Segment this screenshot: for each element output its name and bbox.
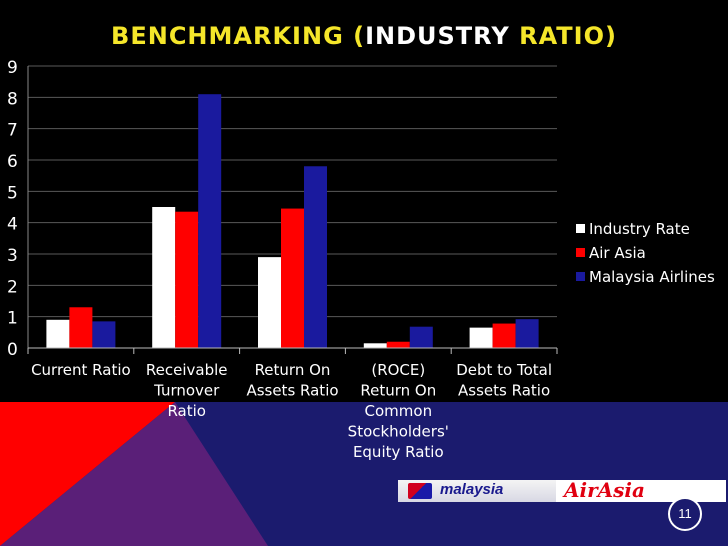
airline-logos: malaysia AirAsia xyxy=(398,480,726,502)
legend-swatch xyxy=(576,224,585,233)
legend-entry: Malaysia Airlines xyxy=(589,268,715,286)
legend: Industry Rate Air Asia Malaysia Airlines xyxy=(576,220,715,286)
malaysia-airlines-logo: malaysia xyxy=(398,480,556,502)
x-tick-label: Ratio xyxy=(167,402,206,420)
y-tick-label: 2 xyxy=(7,277,18,297)
legend-swatch xyxy=(576,272,585,281)
bar-industry-rate xyxy=(469,327,493,348)
bars xyxy=(46,94,539,348)
x-tick-label: Current Ratio xyxy=(31,361,131,379)
x-tick-label: (ROCE) xyxy=(371,361,425,379)
bar-malaysia-airlines xyxy=(409,326,433,348)
x-tick-label: Return On xyxy=(255,361,331,379)
x-tick-label: Common xyxy=(365,402,433,420)
x-tick-label: Assets Ratio xyxy=(246,382,338,400)
x-tick-label: Receivable xyxy=(146,361,228,379)
y-tick-label: 9 xyxy=(7,58,18,78)
airasia-logo: AirAsia xyxy=(558,480,726,502)
title-part-2: INDUSTRY xyxy=(365,22,510,50)
bar-air-asia xyxy=(69,307,93,348)
title-part-1: BENCHMARKING ( xyxy=(111,22,366,50)
slide-title: BENCHMARKING (INDUSTRY RATIO) xyxy=(0,22,728,50)
y-tick-label: 7 xyxy=(7,121,18,141)
bar-malaysia-airlines xyxy=(304,166,327,348)
x-tick-label: Debt to Total xyxy=(456,361,552,379)
bar-malaysia-airlines xyxy=(198,94,222,348)
bar-air-asia xyxy=(492,323,516,348)
x-tick-label: Equity Ratio xyxy=(353,443,444,461)
y-tick-labels: 0 1 2 3 4 5 6 7 8 9 xyxy=(7,58,18,360)
x-tick-label: Turnover xyxy=(153,382,220,400)
y-tick-label: 8 xyxy=(7,89,18,109)
axes xyxy=(27,66,558,354)
x-tick-label: Return On xyxy=(360,382,436,400)
x-tick-label: Assets Ratio xyxy=(458,382,550,400)
bar-industry-rate xyxy=(363,343,387,348)
bar-malaysia-airlines xyxy=(515,319,539,348)
y-tick-label: 4 xyxy=(7,215,18,235)
x-tick-labels: Current Ratio Receivable Turnover Ratio Retu… xyxy=(31,361,552,461)
purple-triangle xyxy=(0,402,268,546)
airasia-logo-text: AirAsia xyxy=(564,480,645,502)
legend-entry: Air Asia xyxy=(589,244,646,262)
bar-air-asia xyxy=(386,341,410,348)
y-tick-label: 0 xyxy=(7,340,18,360)
malaysia-logo-text: malaysia xyxy=(440,481,504,498)
y-tick-label: 6 xyxy=(7,152,18,172)
bar-industry-rate xyxy=(258,257,281,348)
bar-industry-rate xyxy=(46,319,70,348)
y-tick-label: 3 xyxy=(7,246,18,266)
y-tick-label: 1 xyxy=(7,309,18,329)
y-tick-label: 5 xyxy=(7,183,18,203)
x-tick-label: Stockholders' xyxy=(348,423,449,441)
bar-air-asia xyxy=(175,211,199,348)
title-part-3: RATIO) xyxy=(509,22,617,50)
bar-industry-rate xyxy=(152,207,176,348)
legend-swatch xyxy=(576,248,585,257)
bar-air-asia xyxy=(281,208,304,348)
page-number: 11 xyxy=(668,497,702,531)
moon-kite-icon xyxy=(408,483,432,499)
bar-malaysia-airlines xyxy=(92,321,116,348)
legend-entry: Industry Rate xyxy=(589,220,690,238)
